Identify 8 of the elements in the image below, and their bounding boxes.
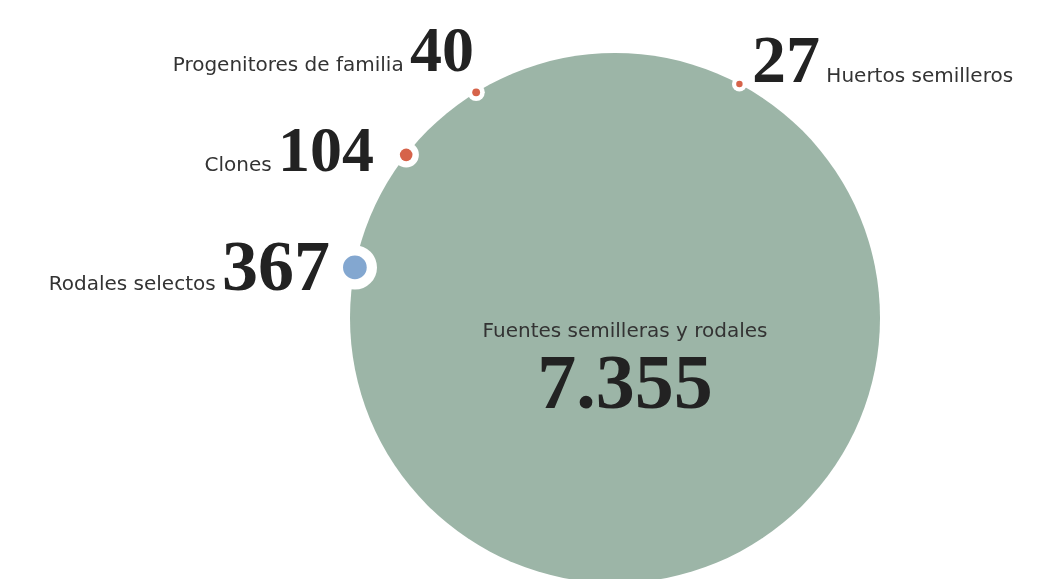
data-label: 104 [278,114,374,185]
category-label: Rodales selectos [48,271,222,295]
category-label: Progenitores de familia [172,52,410,76]
data-label: 27 [752,21,820,97]
category-label: Huertos semilleros [820,63,1014,87]
data-label: 40 [410,14,474,85]
category-label: Clones [204,152,278,176]
data-label: 367 [222,226,330,306]
